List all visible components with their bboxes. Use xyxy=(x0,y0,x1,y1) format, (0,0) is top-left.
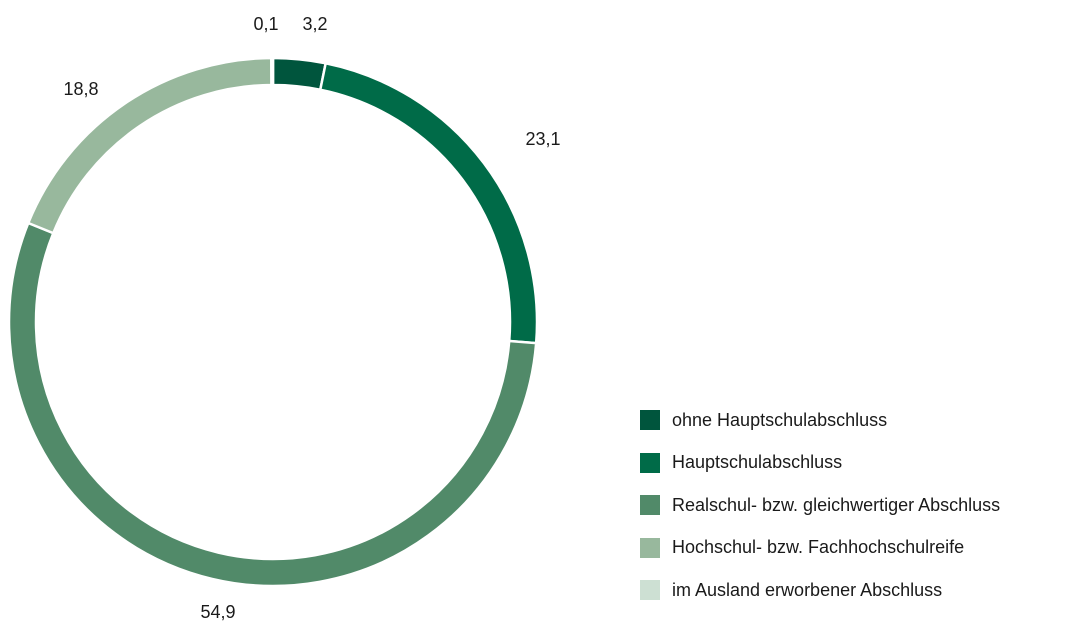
legend-item: Realschul- bzw. gleichwertiger Abschluss xyxy=(640,484,1000,527)
donut-slice xyxy=(270,56,275,87)
legend-item: Hochschul- bzw. Fachhochschulreife xyxy=(640,527,1000,570)
legend-label: Hochschul- bzw. Fachhochschulreife xyxy=(672,537,965,558)
legend-swatch xyxy=(640,410,660,431)
slice-value-label: 54,9 xyxy=(200,602,235,622)
value-labels: 3,2 23,1 54,9 18,8 0,1 xyxy=(63,14,560,622)
legend-label: Hauptschulabschluss xyxy=(672,452,843,473)
legend-swatch xyxy=(640,495,660,516)
legend: ohne Hauptschulabschluss Hauptschulabsch… xyxy=(640,399,1000,612)
legend-item: ohne Hauptschulabschluss xyxy=(640,399,1000,442)
legend-swatch xyxy=(640,452,660,473)
slice-value-label: 3,2 xyxy=(302,14,327,34)
legend-item: Hauptschulabschluss xyxy=(640,442,1000,485)
donut-slice xyxy=(271,56,328,92)
slice-value-label: 23,1 xyxy=(525,129,560,149)
legend-label: im Ausland erworbener Abschluss xyxy=(672,579,943,600)
legend-item: im Ausland erworbener Abschluss xyxy=(640,569,1000,612)
legend-swatch xyxy=(640,580,660,601)
legend-swatch xyxy=(640,537,660,558)
donut-slices xyxy=(7,56,539,588)
legend-label: ohne Hauptschulabschluss xyxy=(672,409,888,430)
donut-slice xyxy=(318,61,539,345)
slice-value-label: 18,8 xyxy=(63,79,98,99)
legend-label: Realschul- bzw. gleichwertiger Abschluss xyxy=(672,494,1001,515)
donut-slice xyxy=(7,221,538,588)
slice-value-label: 0,1 xyxy=(253,14,278,34)
